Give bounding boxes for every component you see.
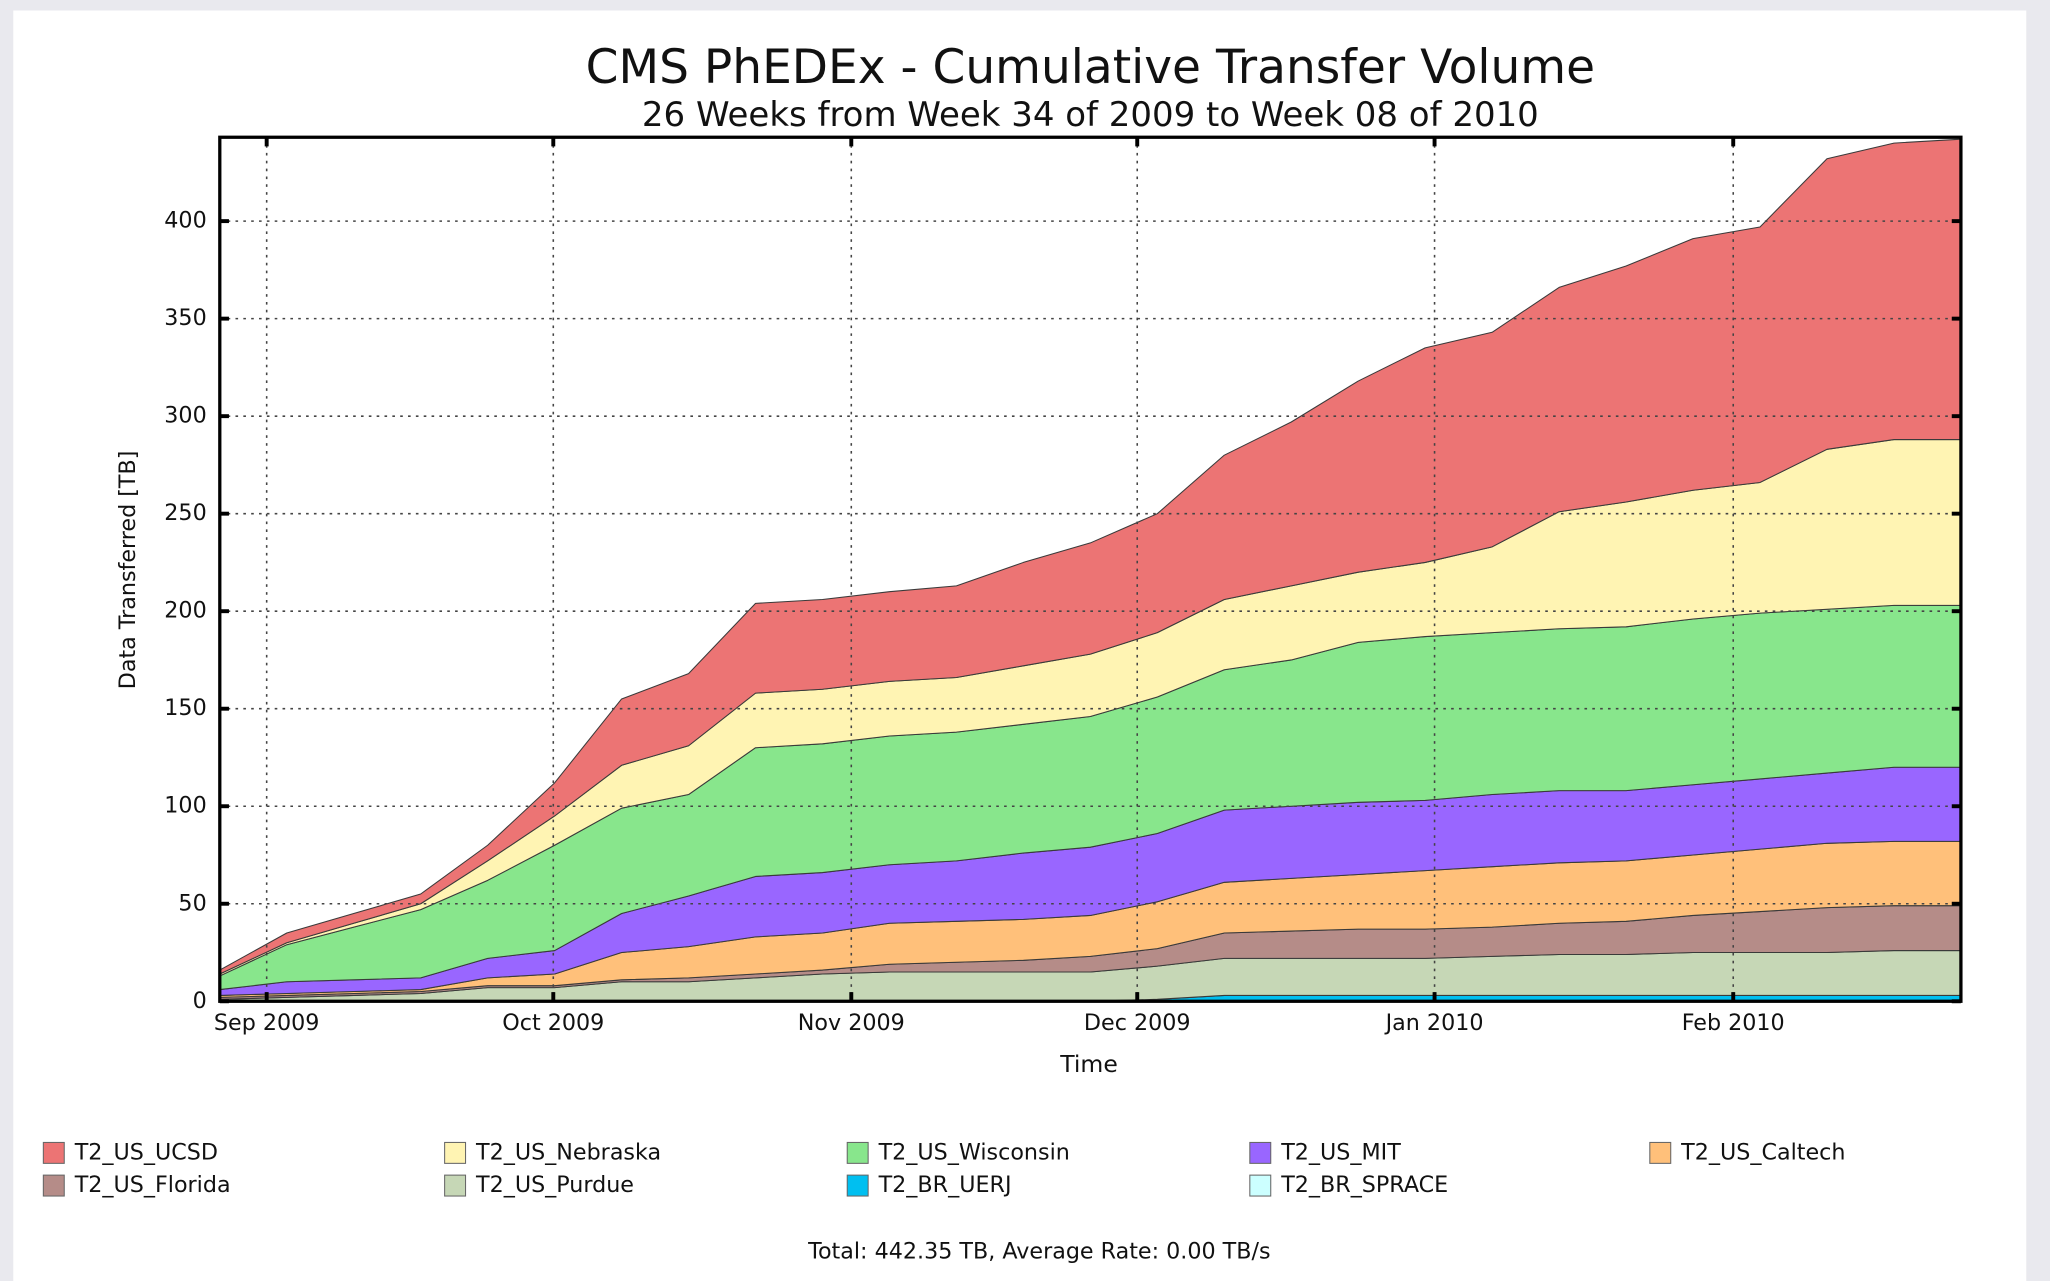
legend-label: T2_US_Florida <box>74 1172 231 1198</box>
y-tick-label: 300 <box>164 403 206 429</box>
y-tick-label: 200 <box>164 598 206 624</box>
x-tick-label: Jan 2010 <box>1384 1010 1484 1036</box>
legend-swatch <box>1249 1141 1272 1164</box>
legend-swatch <box>42 1174 65 1197</box>
y-tick-label: 400 <box>164 208 206 234</box>
chart-title: CMS PhEDEx - Cumulative Transfer Volume <box>586 40 1595 95</box>
y-tick-label: 100 <box>164 793 206 819</box>
y-tick-label: 0 <box>193 988 207 1014</box>
y-tick-label: 150 <box>164 695 206 721</box>
chart-subtitle: 26 Weeks from Week 34 of 2009 to Week 08… <box>642 95 1539 135</box>
y-tick-label: 50 <box>178 890 206 916</box>
y-tick-label: 350 <box>164 305 206 331</box>
legend-label: T2_BR_UERJ <box>878 1172 1012 1198</box>
x-tick-label: Feb 2010 <box>1682 1010 1785 1036</box>
x-tick-label: Nov 2009 <box>798 1010 905 1036</box>
legend-swatch <box>846 1141 869 1164</box>
y-tick-label: 250 <box>164 500 206 526</box>
legend-label: T2_US_UCSD <box>74 1139 218 1165</box>
legend-swatch <box>846 1174 869 1197</box>
legend-label: T2_US_Caltech <box>1680 1139 1845 1165</box>
legend-label: T2_US_Wisconsin <box>878 1139 1070 1165</box>
legend-swatch <box>444 1174 467 1197</box>
legend-label: T2_US_Nebraska <box>475 1139 661 1165</box>
plot-border <box>218 135 1963 1003</box>
y-axis-label: Data Transferred [TB] <box>115 451 141 690</box>
x-tick-label: Sep 2009 <box>214 1010 320 1036</box>
x-tick-label: Oct 2009 <box>502 1010 604 1036</box>
x-axis-label: Time <box>1059 1050 1118 1078</box>
legend-label: T2_US_MIT <box>1280 1139 1401 1165</box>
x-tick-label: Dec 2009 <box>1084 1010 1191 1036</box>
legend-label: T2_BR_SPRACE <box>1280 1172 1448 1198</box>
legend-swatch <box>1249 1174 1272 1197</box>
legend-label: T2_US_Purdue <box>475 1172 634 1198</box>
legend-swatch <box>444 1141 467 1164</box>
legend-swatch <box>1649 1141 1672 1164</box>
footer: Total: 442.35 TB, Average Rate: 0.00 TB/… <box>807 1239 1270 1265</box>
legend-swatch <box>42 1141 65 1164</box>
